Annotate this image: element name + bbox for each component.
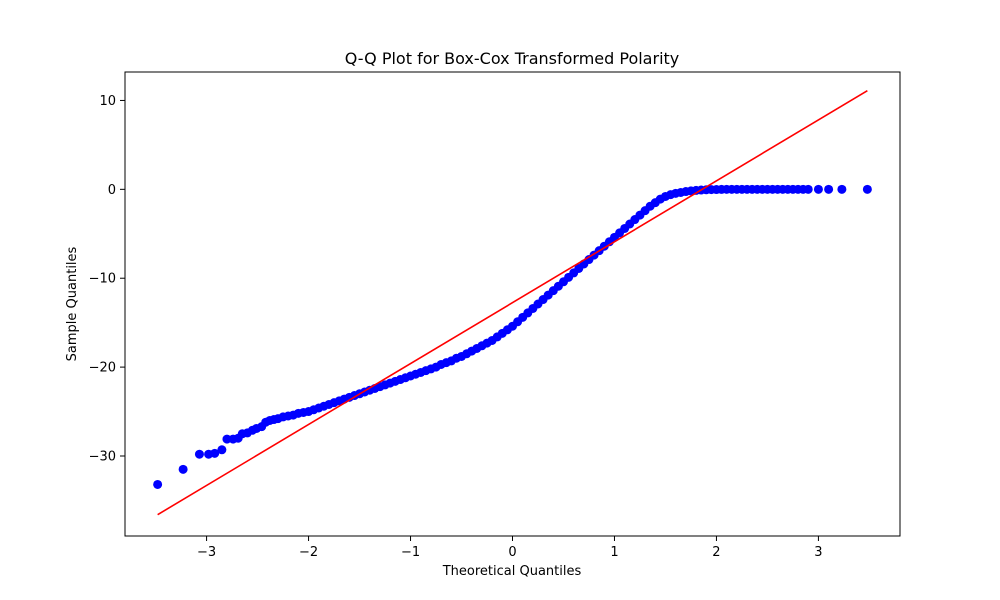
- reference-line: [157, 89, 868, 516]
- x-tick-label: −1: [401, 545, 420, 560]
- sample-point: [862, 184, 872, 194]
- sample-point: [803, 184, 813, 194]
- y-axis-ticks: −30 −20 −10 0 10: [89, 94, 125, 465]
- reference-line-segment: [157, 89, 868, 516]
- x-tick-label: 0: [508, 545, 516, 560]
- sample-point: [194, 449, 204, 459]
- y-tick-label: −20: [89, 361, 116, 376]
- plot-area: [124, 71, 901, 537]
- x-tick-label: −3: [197, 545, 216, 560]
- x-tick-label: 3: [814, 545, 822, 560]
- y-tick-label: −10: [89, 272, 116, 287]
- x-axis-label: Theoretical Quantiles: [442, 564, 582, 579]
- sample-point: [210, 448, 220, 458]
- y-tick-label: −30: [89, 450, 116, 465]
- x-tick-label: 2: [712, 545, 720, 560]
- x-tick-label: 1: [610, 545, 618, 560]
- x-axis-ticks: −3 −2 −1 0 1 2 3: [197, 536, 823, 560]
- sample-point: [153, 479, 163, 489]
- y-tick-label: 0: [108, 183, 116, 198]
- chart-title: Q-Q Plot for Box-Cox Transformed Polarit…: [345, 49, 680, 68]
- x-tick-label: −2: [299, 545, 318, 560]
- y-axis-label: Sample Quantiles: [65, 246, 80, 361]
- y-tick-label: 10: [99, 94, 116, 109]
- sample-point: [813, 184, 823, 194]
- sample-point: [178, 464, 188, 474]
- sample-point: [824, 184, 834, 194]
- sample-point: [217, 445, 227, 455]
- sample-point: [837, 184, 847, 194]
- sample-points: [153, 184, 872, 489]
